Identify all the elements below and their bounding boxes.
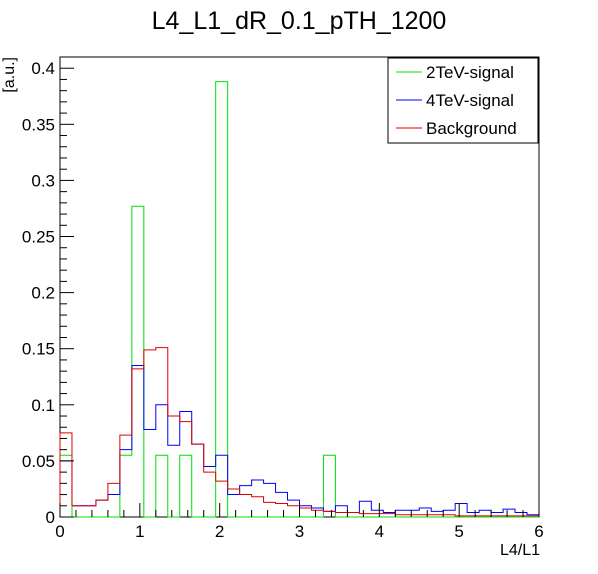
y-tick-label: 0.3 bbox=[31, 171, 55, 190]
y-tick-label: 0.25 bbox=[22, 228, 55, 247]
axes-layer: 0 0.05 0.1 0.15 0.2 0.25 0.3 0.35 0.4 0 1 2 3 4 5 6 bbox=[22, 56, 544, 541]
chart-title: L4_L1_dR_0.1_pTH_1200 bbox=[152, 7, 447, 35]
y-tick-label: 0 bbox=[46, 508, 55, 527]
histogram-2tev-signal bbox=[59, 81, 539, 518]
x-axis-label: L4/L1 bbox=[500, 542, 540, 559]
legend-label-4tev-signal: 4TeV-signal bbox=[426, 91, 514, 110]
legend: 2TeV-signal 4TeV-signal Background bbox=[387, 57, 539, 144]
series-layer bbox=[59, 81, 540, 518]
y-axis-label: [a.u.] bbox=[1, 57, 18, 93]
histogram-background bbox=[59, 347, 540, 517]
y-tick-label: 0.15 bbox=[22, 340, 55, 359]
x-tick-label: 5 bbox=[454, 522, 463, 541]
y-tick-label: 0.4 bbox=[31, 59, 55, 78]
y-tick-label: 0.35 bbox=[22, 115, 55, 134]
y-tick-label: 0.2 bbox=[31, 284, 55, 303]
x-tick-label: 6 bbox=[534, 522, 543, 541]
histogram-4tev-signal bbox=[59, 365, 540, 517]
legend-label-background: Background bbox=[426, 119, 517, 138]
x-tick-label: 3 bbox=[295, 522, 304, 541]
x-tick-label: 1 bbox=[135, 522, 144, 541]
y-tick-label: 0.1 bbox=[31, 396, 55, 415]
x-tick-label: 4 bbox=[375, 522, 384, 541]
x-tick-label: 0 bbox=[55, 522, 64, 541]
legend-label-2tev-signal: 2TeV-signal bbox=[426, 63, 514, 82]
y-tick-label: 0.05 bbox=[22, 452, 55, 471]
x-tick-label: 2 bbox=[215, 522, 224, 541]
